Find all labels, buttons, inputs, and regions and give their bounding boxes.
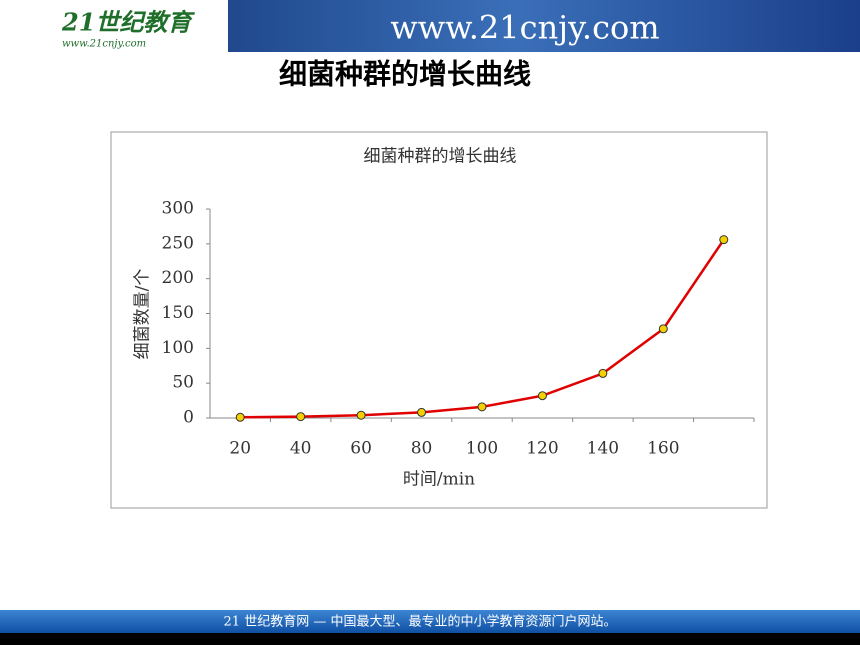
data-point: [598, 368, 608, 378]
plot: 0 50 100 150 200 250 300 20 40 60 80 100 120 140 160: [162, 199, 755, 459]
y-tick-label: 250: [162, 233, 194, 253]
data-point: [477, 402, 487, 412]
x-tick-label: 20: [229, 439, 251, 459]
x-tick-label: 60: [350, 439, 372, 459]
data-point: [296, 412, 306, 422]
footer-strip: [0, 633, 860, 645]
y-tick-label: 150: [162, 303, 194, 323]
x-tick-label: 140: [587, 439, 619, 459]
x-tick-label: 160: [647, 439, 679, 459]
x-axis-label: 时间/min: [403, 470, 475, 490]
y-axis-label: 细菌数量/个: [133, 269, 153, 360]
y-tick-label: 200: [162, 268, 194, 288]
data-point: [719, 235, 729, 245]
footer-band: [0, 610, 860, 633]
x-tick-label: 120: [526, 439, 558, 459]
x-tick-label: 40: [290, 439, 312, 459]
data-point: [658, 324, 668, 334]
footer-text: 21 世纪教育网 — 中国最大型、最专业的中小学教育资源门户网站。: [224, 614, 617, 630]
logo: 21世纪教育: [61, 8, 195, 37]
data-point: [235, 412, 245, 422]
data-point: [417, 407, 427, 417]
header-url: www.21cnjy.com: [390, 9, 659, 47]
data-point: [537, 391, 547, 401]
chart-title: 细菌种群的增长曲线: [364, 147, 517, 167]
x-tick-label: 80: [411, 439, 433, 459]
y-tick-label: 100: [162, 338, 194, 358]
data-point: [356, 410, 366, 420]
slide-title: 细菌种群的增长曲线: [279, 58, 531, 91]
x-tick-label: 100: [466, 439, 498, 459]
logo-area: [0, 0, 228, 52]
y-tick-label: 300: [162, 199, 194, 219]
logo-url: www.21cnjy.com: [62, 39, 146, 50]
y-tick-label: 0: [183, 408, 194, 428]
y-tick-label: 50: [172, 373, 194, 393]
chart-frame: [110, 131, 768, 509]
